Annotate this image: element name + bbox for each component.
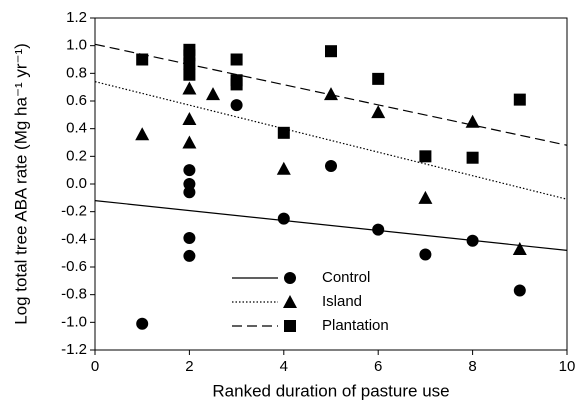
y-tick-label: 0.6	[66, 92, 87, 109]
x-axis-label: Ranked duration of pasture use	[212, 381, 449, 400]
fit-line	[94, 200, 568, 251]
point	[230, 53, 243, 66]
y-tick-label: 0.8	[66, 64, 87, 81]
point	[324, 87, 338, 101]
x-tick-label: 0	[91, 358, 99, 375]
point	[183, 68, 196, 81]
point	[182, 81, 197, 95]
point	[230, 78, 243, 91]
point	[372, 72, 385, 85]
legend-label: Island	[322, 293, 362, 310]
legend-marker	[284, 272, 296, 284]
point	[277, 212, 290, 225]
point	[136, 317, 149, 330]
x-tick-label: 8	[468, 358, 476, 375]
point	[182, 135, 197, 149]
point	[419, 248, 432, 261]
legend-label: Plantation	[322, 317, 389, 334]
point	[325, 160, 337, 173]
point	[513, 93, 526, 106]
point	[372, 223, 385, 236]
y-tick-label: -0.2	[61, 203, 87, 220]
x-tick-label: 4	[280, 358, 288, 375]
y-tick-label: -1.0	[61, 313, 87, 330]
point	[371, 105, 386, 119]
x-tick-label: 6	[374, 358, 382, 375]
y-tick-label: 0.2	[66, 147, 87, 164]
point	[183, 231, 196, 244]
point	[466, 234, 479, 247]
point	[136, 53, 149, 66]
point	[513, 284, 526, 297]
y-tick-label: -0.6	[61, 258, 87, 275]
y-tick-label: 0.4	[66, 120, 87, 137]
point	[183, 186, 196, 199]
point	[182, 111, 197, 125]
x-tick-label: 2	[185, 358, 193, 375]
point	[325, 45, 337, 58]
x-tick-label: 10	[559, 358, 576, 375]
y-tick-label: 1.0	[66, 37, 87, 54]
point	[418, 190, 433, 204]
point	[419, 150, 432, 163]
y-tick-label: 1.2	[66, 9, 87, 26]
point	[206, 87, 220, 101]
point	[183, 178, 196, 190]
fit-line	[94, 43, 568, 146]
point	[183, 57, 196, 70]
fit-line	[94, 81, 568, 200]
y-tick-label: -1.2	[61, 341, 87, 358]
point	[183, 164, 196, 177]
legend-marker	[284, 320, 296, 332]
point	[276, 161, 291, 175]
point	[277, 126, 290, 139]
y-axis-label: Log total tree ABA rate (Mg ha⁻¹ yr⁻¹)	[11, 43, 30, 325]
legend-marker	[283, 295, 297, 308]
point	[230, 99, 243, 112]
y-tick-label: 0.0	[66, 175, 87, 192]
legend-label: Control	[322, 269, 370, 286]
point	[512, 242, 527, 256]
point	[135, 127, 150, 141]
point	[183, 249, 196, 262]
y-tick-label: -0.4	[61, 230, 87, 247]
y-tick-label: -0.8	[61, 286, 87, 303]
point	[466, 151, 479, 164]
